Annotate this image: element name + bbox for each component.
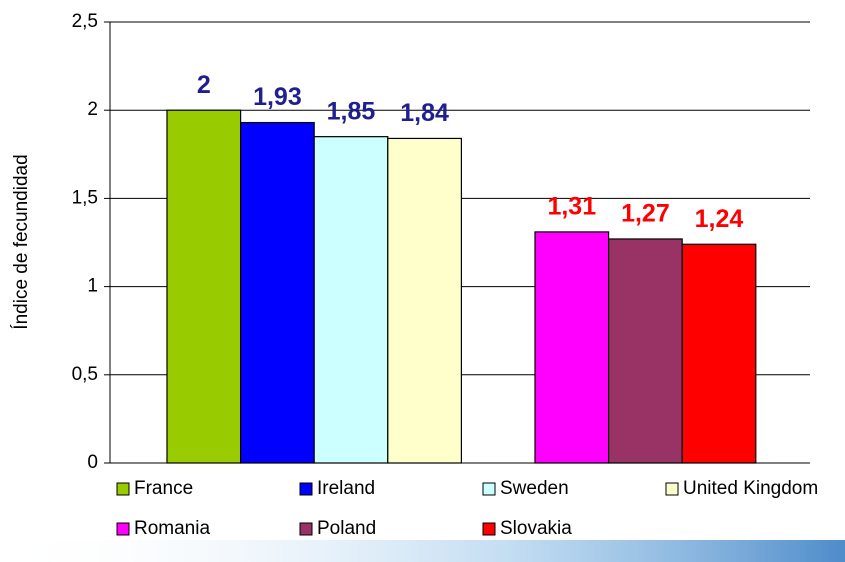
legend-label: Slovakia xyxy=(500,518,572,539)
bar xyxy=(313,136,389,464)
y-tick-label: 2,5 xyxy=(72,11,98,32)
value-label: 1,84 xyxy=(400,99,449,127)
legend-label: Poland xyxy=(317,518,376,539)
bar xyxy=(681,243,757,464)
legend-swatch xyxy=(299,522,313,536)
y-tick-label: 0,5 xyxy=(72,364,98,385)
legend-swatch xyxy=(299,482,313,496)
legend-label: France xyxy=(134,478,193,499)
legend-swatch xyxy=(116,522,130,536)
legend-label: Romania xyxy=(134,518,210,539)
legend-label: United Kingdom xyxy=(683,478,818,499)
y-axis-label: Índice de fecundidad xyxy=(11,154,32,329)
bar xyxy=(534,231,610,464)
legend-swatch xyxy=(665,482,679,496)
bar xyxy=(607,238,683,464)
y-tick-label: 1 xyxy=(87,276,98,297)
legend-swatch xyxy=(116,482,130,496)
y-tick-label: 0 xyxy=(87,452,98,473)
legend-label: Sweden xyxy=(500,478,569,499)
y-tick-label: 1,5 xyxy=(72,187,98,208)
value-label: 1,31 xyxy=(547,193,596,221)
y-tick-label: 2 xyxy=(87,99,98,120)
bar xyxy=(387,137,462,464)
legend-swatch xyxy=(482,522,496,536)
legend-swatch xyxy=(482,482,496,496)
background-decoration xyxy=(0,540,845,562)
legend-label: Ireland xyxy=(317,478,375,499)
value-label: 1,93 xyxy=(253,83,302,111)
bar xyxy=(166,109,242,464)
value-label: 1,27 xyxy=(621,200,670,228)
value-label: 2 xyxy=(197,71,211,99)
bar xyxy=(240,121,315,464)
value-label: 1,85 xyxy=(327,97,376,125)
value-label: 1,24 xyxy=(695,205,744,233)
